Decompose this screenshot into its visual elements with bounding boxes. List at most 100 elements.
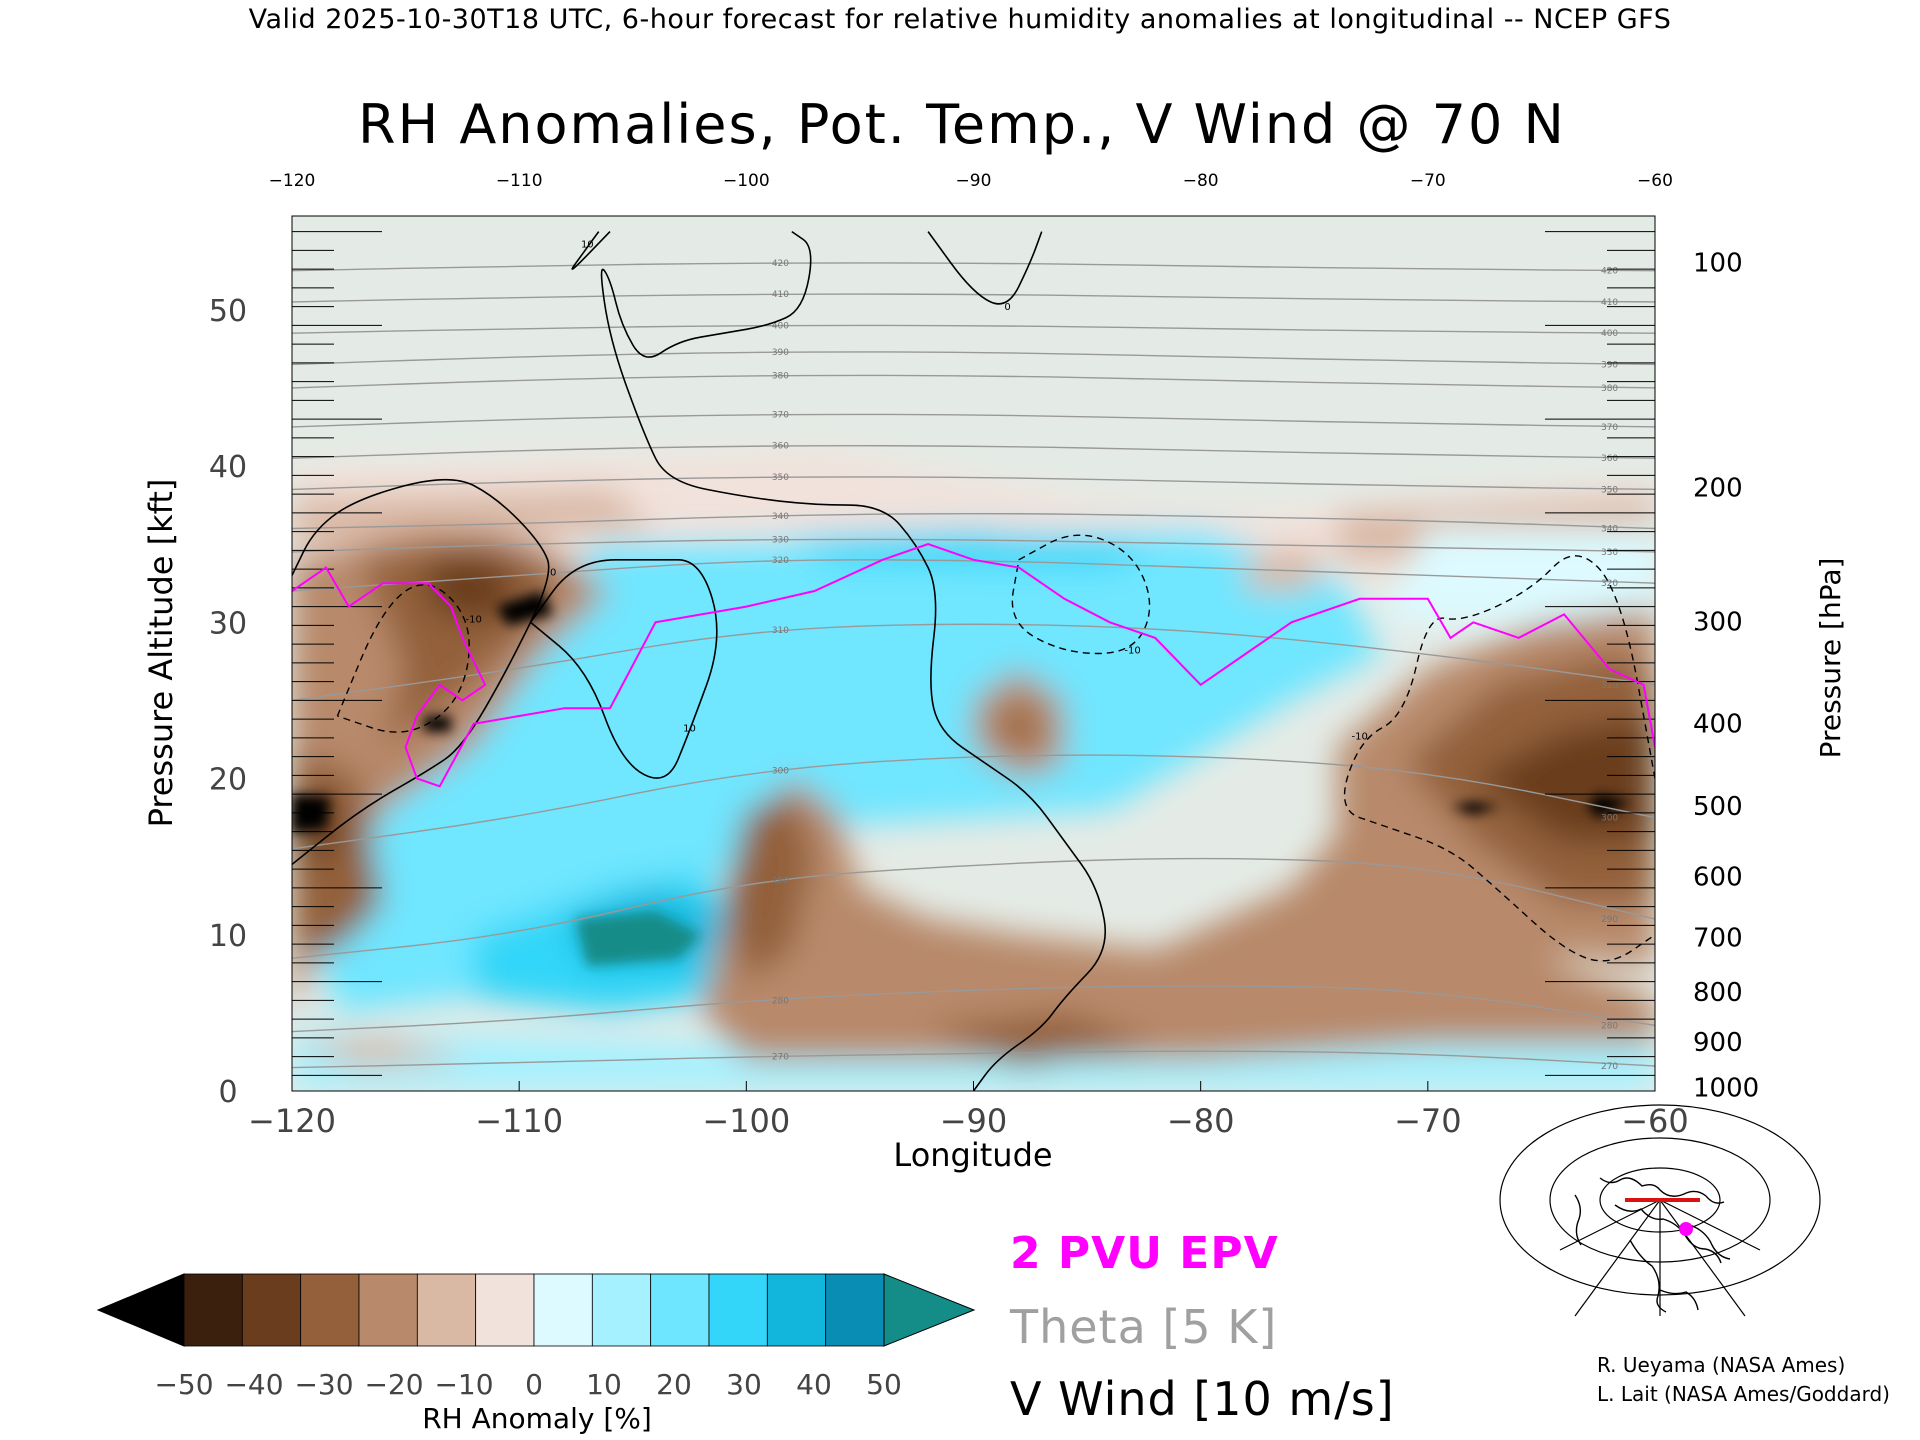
theta-label: 410 <box>772 290 789 300</box>
v-wind-contours: 10 10 0 0 -10 -10 -10 <box>292 230 1655 1091</box>
v-wind-contour-label: -10 <box>1352 731 1368 742</box>
plot-area: 270 270 280 280 290 290 300 300 310 310 320 320 330 3… <box>292 216 1655 1091</box>
colorbar-tick-label: 50 <box>866 1368 902 1401</box>
pressure-tick-label: 900 <box>1693 1028 1743 1058</box>
theta-contours: 270 270 280 280 290 290 300 300 310 310 320 320 330 3… <box>292 259 1655 1072</box>
colorbar-swatch <box>591 1273 652 1347</box>
theta-isentrope <box>292 293 1655 303</box>
theta-isentrope <box>292 754 1655 850</box>
x-axis-label: Longitude <box>893 1136 1052 1174</box>
rh-region <box>292 528 610 1013</box>
v-wind-contour <box>292 478 550 866</box>
x-top-tick-label: −90 <box>956 171 992 191</box>
v-wind-contour-label: -10 <box>466 614 482 625</box>
theta-isentrope <box>292 324 1655 334</box>
theta-label: 280 <box>772 996 789 1006</box>
theta-label: 270 <box>1601 1062 1618 1072</box>
pressure-tick-label: 100 <box>1693 248 1743 278</box>
x-tick-label: −90 <box>940 1102 1008 1140</box>
y-axis-label-left: Pressure Altitude [kft] <box>142 479 180 828</box>
rh-core <box>292 794 331 834</box>
theta-label: 400 <box>772 321 789 331</box>
pressure-level-ticks <box>292 231 1655 1076</box>
chart-title: RH Anomalies, Pot. Temp., V Wind @ 70 N <box>358 93 1566 156</box>
rh-region <box>292 1036 474 1068</box>
v-wind-contour <box>529 559 718 779</box>
credit-line-2: L. Lait (NASA Ames/Goddard) <box>1597 1382 1890 1406</box>
v-wind-negative-contour <box>336 584 470 733</box>
x-top-tick-label: −120 <box>269 171 316 191</box>
theta-label: 300 <box>1601 814 1618 824</box>
theta-label: 400 <box>1601 329 1618 339</box>
colorbar-swatch <box>416 1273 477 1347</box>
theta-label: 370 <box>772 410 789 420</box>
credit-line-1: R. Ueyama (NASA Ames) <box>1597 1353 1846 1377</box>
colorbar-swatch <box>241 1273 302 1347</box>
theta-label: 390 <box>1601 360 1618 370</box>
theta-label: 320 <box>1601 579 1618 589</box>
y-tick-label: 10 <box>209 919 247 954</box>
colorbar-tick-label: −50 <box>154 1368 213 1401</box>
theta-isentrope <box>292 351 1655 366</box>
theta-label: 290 <box>772 876 789 886</box>
pressure-tick-label: 800 <box>1693 978 1743 1008</box>
rh-region <box>360 536 565 748</box>
theta-label: 280 <box>1601 1021 1618 1031</box>
colorbar-label: RH Anomaly [%] <box>422 1402 652 1435</box>
x-top-tick-label: −60 <box>1637 171 1673 191</box>
theta-label: 270 <box>772 1053 789 1063</box>
locator-map-marker <box>1679 1222 1693 1236</box>
legend-vwind: V Wind [10 m/s] <box>1010 1372 1395 1426</box>
theta-isentrope <box>292 374 1655 389</box>
y-tick-label: 0 <box>218 1075 237 1110</box>
colorbar: −50 −40 −30 −20 −10 0 10 20 30 40 50 <box>96 1273 976 1401</box>
theta-label: 310 <box>772 626 789 636</box>
v-wind-contour <box>927 231 1043 305</box>
colorbar-tick-label: 30 <box>726 1368 762 1401</box>
y-tick-label: 40 <box>209 450 247 485</box>
theta-isentrope <box>292 559 1655 592</box>
theta-isentrope <box>292 857 1655 959</box>
y-tick-label: 30 <box>209 606 247 641</box>
y-axis-label-right: Pressure [hPa] <box>1814 558 1847 759</box>
theta-label: 290 <box>1601 915 1618 925</box>
v-wind-contour-label: 0 <box>1004 302 1010 313</box>
legend-epv: 2 PVU EPV <box>1010 1228 1279 1279</box>
y-tick-label: 20 <box>209 763 247 798</box>
x-tick-label: −70 <box>1394 1102 1462 1140</box>
theta-isentrope <box>292 623 1655 702</box>
rh-core <box>423 716 451 732</box>
colorbar-swatch <box>533 1273 593 1347</box>
theta-isentrope <box>292 1050 1655 1069</box>
epv-line <box>292 543 1655 788</box>
theta-label: 410 <box>1601 298 1618 308</box>
x-axis-bottom: −120 −110 −100 −90 −80 −70 −60 <box>248 1081 1689 1140</box>
legend-theta: Theta [5 K] <box>1010 1300 1278 1354</box>
v-wind-negative-contour <box>1343 555 1655 962</box>
colorbar-swatch <box>708 1273 768 1347</box>
locator-map-coastlines <box>1574 1177 1731 1313</box>
v-wind-contour-label: -10 <box>1124 646 1140 657</box>
x-axis-top: −120 −110 −100 −90 −80 −70 −60 <box>269 171 1673 191</box>
rh-core <box>496 591 554 626</box>
colorbar-swatch <box>358 1273 418 1347</box>
theta-label: 390 <box>772 348 789 358</box>
x-tick-label: −120 <box>248 1102 336 1140</box>
rh-region <box>791 528 1156 568</box>
theta-label: 420 <box>1601 267 1618 277</box>
colorbar-swatch <box>300 1273 360 1347</box>
rh-region <box>996 700 1042 748</box>
x-top-tick-label: −100 <box>723 171 770 191</box>
pressure-tick-label: 600 <box>1693 862 1743 892</box>
x-top-tick-label: −70 <box>1410 171 1446 191</box>
v-wind-negative-contour <box>1011 534 1151 655</box>
x-tick-label: −80 <box>1167 1102 1235 1140</box>
theta-isentrope <box>292 413 1655 428</box>
colorbar-tick-label: −20 <box>364 1368 423 1401</box>
pressure-tick-label: 1000 <box>1693 1073 1759 1103</box>
rh-core <box>1450 801 1501 815</box>
colorbar-swatch <box>825 1273 885 1347</box>
theta-label: 380 <box>772 371 789 381</box>
theta-label: 300 <box>772 767 789 777</box>
